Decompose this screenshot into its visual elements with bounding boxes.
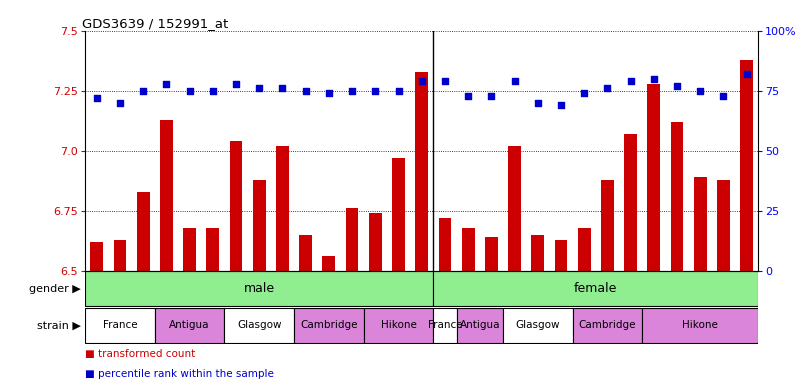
- Bar: [457, 308, 503, 343]
- Point: [160, 81, 173, 87]
- Point: [299, 88, 312, 94]
- Bar: [253, 180, 266, 271]
- Bar: [85, 271, 433, 306]
- Text: strain ▶: strain ▶: [37, 320, 81, 331]
- Bar: [433, 271, 758, 306]
- Point: [577, 90, 590, 96]
- Bar: [717, 180, 730, 271]
- Bar: [90, 242, 103, 271]
- Point: [392, 88, 405, 94]
- Bar: [508, 146, 521, 271]
- Point: [369, 88, 382, 94]
- Bar: [294, 308, 363, 343]
- Bar: [299, 235, 312, 271]
- Bar: [207, 228, 219, 271]
- Bar: [363, 308, 433, 343]
- Bar: [415, 71, 428, 271]
- Bar: [230, 141, 242, 271]
- Point: [647, 76, 660, 82]
- Bar: [624, 134, 637, 271]
- Point: [485, 93, 498, 99]
- Bar: [531, 235, 544, 271]
- Bar: [225, 308, 294, 343]
- Point: [461, 93, 474, 99]
- Bar: [573, 308, 642, 343]
- Bar: [433, 308, 457, 343]
- Text: France: France: [103, 320, 137, 331]
- Text: ■ transformed count: ■ transformed count: [85, 349, 195, 359]
- Bar: [485, 237, 498, 271]
- Point: [717, 93, 730, 99]
- Bar: [671, 122, 684, 271]
- Bar: [183, 228, 196, 271]
- Bar: [393, 158, 405, 271]
- Text: ■ percentile rank within the sample: ■ percentile rank within the sample: [85, 369, 274, 379]
- Text: Glasgow: Glasgow: [516, 320, 560, 331]
- Point: [555, 102, 568, 108]
- Bar: [369, 213, 382, 271]
- Text: Glasgow: Glasgow: [237, 320, 281, 331]
- Text: France: France: [427, 320, 462, 331]
- Bar: [323, 257, 335, 271]
- Bar: [601, 180, 614, 271]
- Point: [531, 100, 544, 106]
- Bar: [276, 146, 289, 271]
- Point: [740, 71, 753, 77]
- Bar: [114, 240, 127, 271]
- Text: Cambridge: Cambridge: [300, 320, 358, 331]
- Bar: [647, 83, 660, 271]
- Point: [183, 88, 196, 94]
- Point: [439, 78, 452, 84]
- Bar: [439, 218, 451, 271]
- Bar: [694, 177, 706, 271]
- Bar: [503, 308, 573, 343]
- Point: [253, 85, 266, 91]
- Text: gender ▶: gender ▶: [29, 284, 81, 294]
- Bar: [642, 308, 758, 343]
- Text: GDS3639 / 152991_at: GDS3639 / 152991_at: [82, 17, 228, 30]
- Bar: [160, 119, 173, 271]
- Text: Cambridge: Cambridge: [579, 320, 636, 331]
- Point: [624, 78, 637, 84]
- Point: [345, 88, 358, 94]
- Text: Antigua: Antigua: [460, 320, 500, 331]
- Point: [114, 100, 127, 106]
- Point: [90, 95, 103, 101]
- Point: [230, 81, 242, 87]
- Bar: [85, 308, 155, 343]
- Point: [137, 88, 150, 94]
- Point: [601, 85, 614, 91]
- Bar: [137, 192, 149, 271]
- Text: Antigua: Antigua: [169, 320, 210, 331]
- Point: [693, 88, 706, 94]
- Text: Hikone: Hikone: [380, 320, 416, 331]
- Point: [671, 83, 684, 89]
- Point: [415, 78, 428, 84]
- Text: Hikone: Hikone: [682, 320, 719, 331]
- Bar: [740, 60, 753, 271]
- Point: [276, 85, 289, 91]
- Bar: [345, 209, 358, 271]
- Bar: [555, 240, 568, 271]
- Point: [323, 90, 336, 96]
- Point: [508, 78, 521, 84]
- Bar: [155, 308, 225, 343]
- Bar: [577, 228, 590, 271]
- Point: [206, 88, 219, 94]
- Text: female: female: [574, 283, 617, 295]
- Text: male: male: [243, 283, 275, 295]
- Bar: [461, 228, 474, 271]
